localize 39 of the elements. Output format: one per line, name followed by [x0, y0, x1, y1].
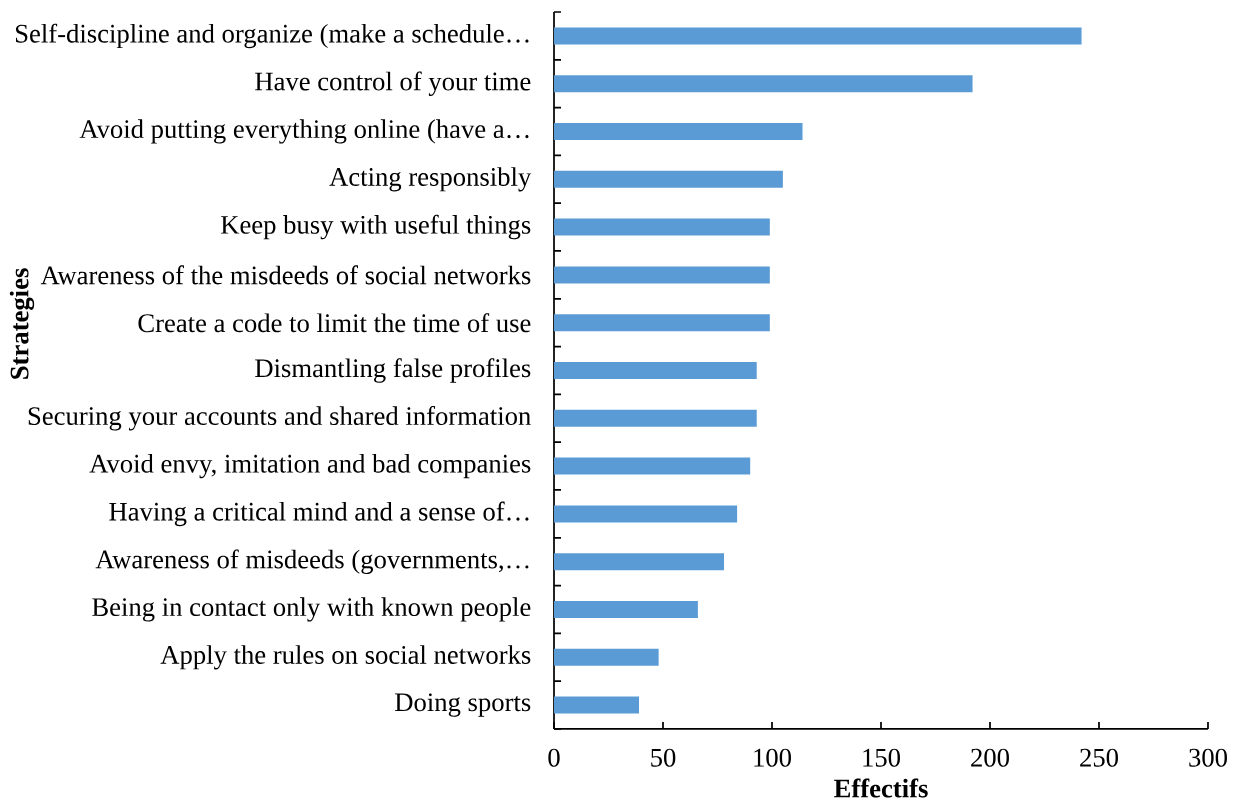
x-axis-title: Effectifs [834, 778, 928, 798]
y-tick-label: Have control of your time [255, 71, 531, 96]
y-tick-label: Securing your accounts and shared information [28, 406, 531, 431]
y-tick-label: Self-discipline and organize (make a schedule… [15, 23, 529, 49]
bar [554, 505, 738, 523]
bar [554, 75, 973, 93]
bar [554, 27, 1082, 45]
x-tick-label: 50 [651, 748, 676, 767]
x-tick-label: 200 [971, 748, 1009, 767]
bar [554, 600, 698, 618]
x-tick-label: 0 [548, 748, 560, 767]
x-tick-label: 300 [1189, 748, 1227, 767]
bar [554, 457, 751, 475]
y-tick-label: Awareness of the misdeeds of social networks [40, 265, 531, 285]
bar [554, 696, 640, 714]
bar [554, 314, 770, 332]
y-tick-label: Dismantling false profiles [255, 358, 531, 383]
bar [554, 361, 757, 379]
y-axis-title: Strategies [9, 268, 35, 379]
y-tick-label: Avoid envy, imitation and bad companies [89, 453, 531, 479]
bar [554, 648, 659, 666]
y-tick-label: Doing sports [395, 693, 531, 717]
y-tick-label: Being in contact only with known people [92, 597, 531, 622]
x-tick-label: 100 [754, 748, 791, 767]
x-tick-label: 250 [1080, 748, 1118, 767]
y-tick-label: Having a critical mind and a sense of… [109, 501, 529, 527]
y-tick-label: Apply the rules on social networks [160, 645, 531, 670]
y-tick-label: Avoid putting everything online (have a… [79, 119, 529, 144]
bar [554, 170, 783, 188]
y-tick-label: Awareness of misdeeds (governments,… [95, 549, 529, 574]
y-tick-label: Keep busy with useful things [220, 214, 531, 240]
bar [554, 122, 803, 140]
y-tick-label: Create a code to limit the time of use [138, 313, 531, 333]
bar [554, 266, 770, 284]
x-tick-label: 150 [863, 748, 900, 767]
bar [554, 218, 770, 236]
bar [554, 553, 725, 571]
y-tick-label: Acting responsibly [329, 167, 532, 192]
bar [554, 409, 757, 427]
